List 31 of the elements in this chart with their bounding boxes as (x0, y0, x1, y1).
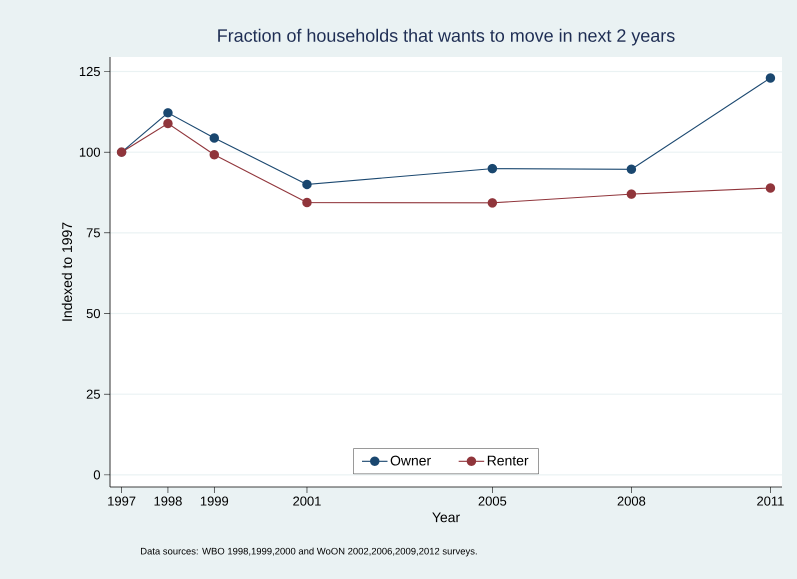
x-tick-label: 2008 (618, 496, 646, 506)
point (210, 150, 220, 160)
point (302, 198, 312, 208)
point (488, 164, 498, 174)
x-tick-label: 2011 (757, 496, 784, 506)
chart-title: Fraction of households that wants to move in next 2 years (218, 28, 675, 46)
x-tick-label: 1997 (108, 496, 136, 506)
x-tick-label: 1998 (154, 496, 182, 506)
point (488, 198, 498, 208)
y-tick-label: 50 (86, 308, 100, 318)
point (766, 73, 776, 83)
x-tick-label: 2001 (293, 496, 321, 506)
y-tick-label: 125 (80, 66, 100, 76)
y-tick-label: 100 (80, 148, 100, 157)
point (302, 180, 312, 190)
x-tick-label: 2005 (478, 496, 506, 506)
point (163, 118, 173, 128)
y-axis-title: Indexed to 1997 (62, 222, 72, 321)
legend-label: Owner (390, 456, 431, 466)
x-tick-label: 1999 (200, 496, 228, 506)
point (626, 164, 636, 174)
point (163, 108, 173, 118)
y-tick-label: 0 (94, 470, 100, 480)
point (210, 133, 220, 143)
text: Data sources: WBO 1998,1999,2000 and WoON 2002,2006,2009,2012 surveys. (140, 548, 477, 556)
legend-label: Renter (488, 456, 528, 466)
point (766, 183, 776, 193)
y-tick-label: 25 (86, 390, 100, 399)
x-axis-title: Year (432, 512, 460, 522)
point (626, 189, 636, 199)
y-tick-label: 75 (86, 228, 100, 238)
